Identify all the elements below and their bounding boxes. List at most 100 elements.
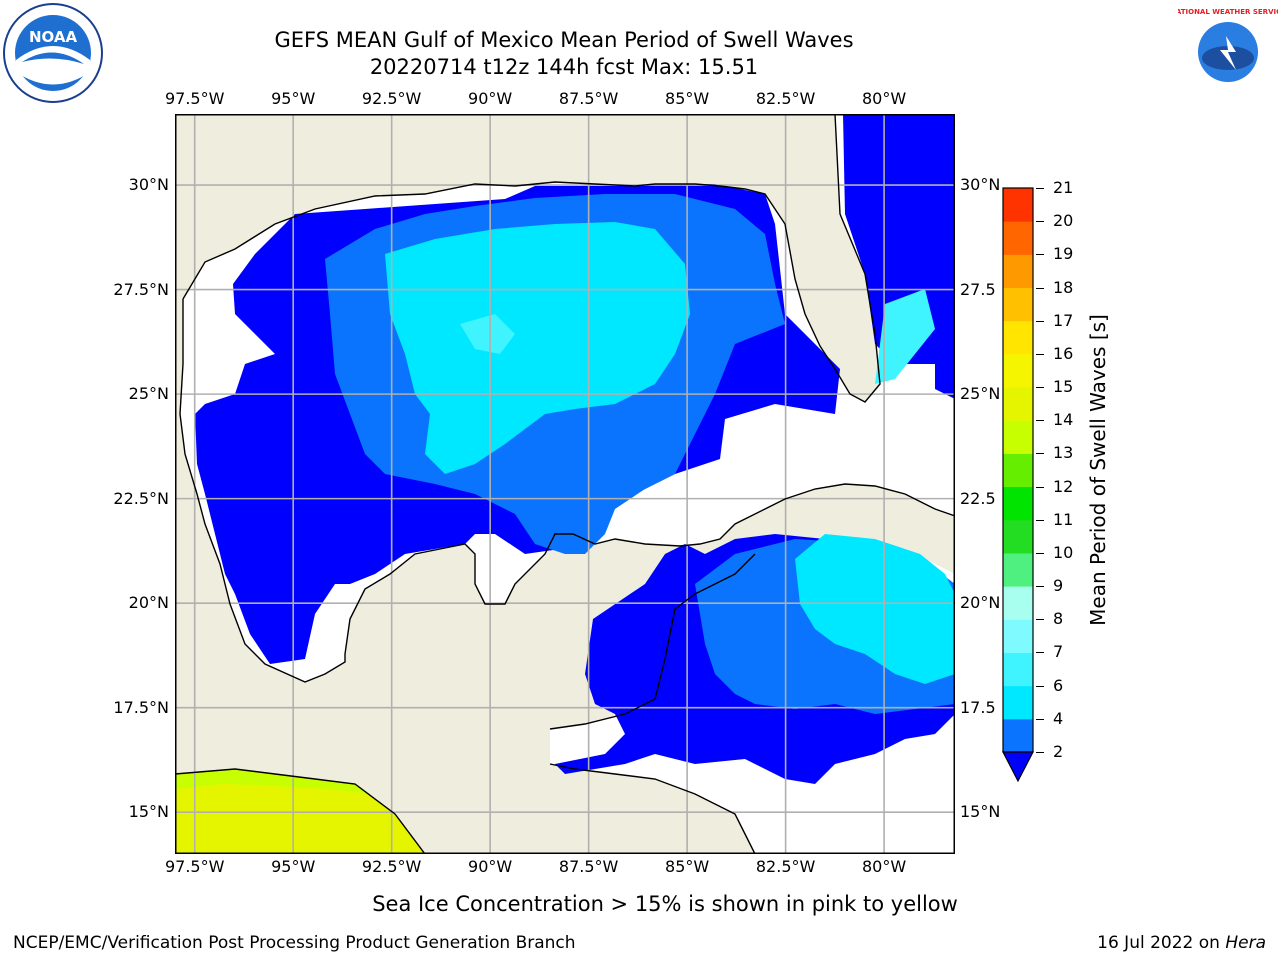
footer-date: 16 Jul 2022 on Hera xyxy=(1097,933,1266,953)
colorbar-tick-label: 16 xyxy=(1053,343,1074,363)
colorbar-tick-mark xyxy=(1036,519,1044,521)
nws-logo-icon: NATIONAL WEATHER SERVICE xyxy=(1178,5,1278,99)
lat-tick-label: 20°N xyxy=(960,593,1001,613)
lat-tick-label: 30°N xyxy=(960,175,1001,195)
noaa-logo-text: NOAA xyxy=(29,28,78,46)
colorbar-band xyxy=(1003,586,1033,620)
colorbar-tick-label: 17 xyxy=(1053,310,1074,330)
colorbar-tick-label: 10 xyxy=(1053,542,1074,562)
lon-tick-label: 85°W xyxy=(665,89,710,108)
colorbar-tick-mark xyxy=(1036,619,1044,621)
lon-tick-label: 92.5°W xyxy=(361,857,422,876)
lon-tick-label: 82.5°W xyxy=(755,89,816,108)
footer-date-text: 16 Jul 2022 on xyxy=(1097,933,1226,953)
colorbar-tick-label: 2 xyxy=(1053,742,1064,761)
lon-tick-label: 95°W xyxy=(271,857,316,876)
colorbar-band xyxy=(1003,221,1033,255)
colorbar-tick-mark xyxy=(1036,420,1044,422)
lat-tick-label: 25°N xyxy=(960,384,1001,404)
colorbar-band xyxy=(1003,619,1033,653)
colorbar-tick-mark xyxy=(1036,188,1044,189)
lat-tick-label: 20°N xyxy=(128,593,169,613)
colorbar-tick-mark xyxy=(1036,752,1044,753)
colorbar-tick-label: 6 xyxy=(1053,675,1064,695)
colorbar-tick-mark xyxy=(1036,685,1044,687)
southwest-high-values-edge xyxy=(175,769,370,794)
colorbar-band xyxy=(1003,552,1033,587)
colorbar-tick-label: 7 xyxy=(1053,642,1064,662)
lon-tick-label: 97.5°W xyxy=(164,89,225,108)
colorbar-tick-mark xyxy=(1036,552,1044,554)
lon-tick-label: 82.5°W xyxy=(755,857,816,876)
colorbar-tick-label: 12 xyxy=(1053,476,1074,496)
lat-tick-label: 25°N xyxy=(128,384,169,404)
colorbar-tick-label: 21 xyxy=(1053,178,1074,197)
colorbar-tick-label: 14 xyxy=(1053,410,1074,430)
sea-ice-caption: Sea Ice Concentration > 15% is shown in … xyxy=(372,892,958,916)
colorbar-tick-mark xyxy=(1036,586,1044,588)
chart-title: GEFS MEAN Gulf of Mexico Mean Period of … xyxy=(274,28,854,52)
lon-tick-label: 90°W xyxy=(468,857,513,876)
colorbar-band xyxy=(1003,519,1033,554)
colorbar xyxy=(1002,187,1034,783)
colorbar-label: Mean Period of Swell Waves [s] xyxy=(1086,314,1110,626)
colorbar-band xyxy=(1003,353,1033,388)
lat-tick-label: 17.5 xyxy=(960,697,996,717)
map-gridlines xyxy=(175,114,955,854)
colorbar-band xyxy=(1003,718,1033,753)
colorbar-tick-label: 11 xyxy=(1053,509,1074,529)
colorbar-band xyxy=(1003,287,1033,322)
map-frame xyxy=(175,114,955,854)
lon-tick-label: 95°W xyxy=(271,89,316,108)
lat-tick-label: 17.5°N xyxy=(113,697,169,717)
colorbar-band xyxy=(1003,387,1033,421)
colorbar-tick-label: 18 xyxy=(1053,277,1074,297)
lat-tick-label: 15°N xyxy=(128,802,169,822)
colorbar-band xyxy=(1003,685,1033,720)
lon-tick-label: 85°W xyxy=(665,857,710,876)
colorbar-band xyxy=(1003,254,1033,289)
lon-tick-label: 80°W xyxy=(861,89,907,108)
colorbar-tick-mark xyxy=(1036,718,1044,720)
colorbar-tick-label: 15 xyxy=(1053,377,1074,397)
colorbar-band xyxy=(1003,453,1033,488)
colorbar-tick-mark xyxy=(1036,254,1044,256)
lon-tick-label: 97.5°W xyxy=(164,857,225,876)
swell-contour-6-7s-caribbean xyxy=(795,534,955,684)
footer-host: Hera xyxy=(1225,933,1266,953)
swell-contour-6-7s xyxy=(385,222,690,474)
colorbar-tick-mark xyxy=(1036,486,1044,488)
swell-contour-7-8s xyxy=(460,314,515,354)
colorbar-tick-label: 19 xyxy=(1053,244,1074,264)
lon-tick-label: 90°W xyxy=(468,89,513,108)
colorbar-tick-label: 8 xyxy=(1053,609,1064,629)
colorbar-tick-label: 13 xyxy=(1053,443,1074,463)
nws-logo-text: NATIONAL WEATHER SERVICE xyxy=(1178,8,1278,16)
lon-tick-label: 87.5°W xyxy=(558,89,619,108)
footer-credit: NCEP/EMC/Verification Post Processing Pr… xyxy=(13,933,576,953)
noaa-logo-icon: NOAA xyxy=(3,3,103,103)
lat-tick-label: 27.5°N xyxy=(113,279,169,299)
chart-subtitle: 20220714 t12z 144h fcst Max: 15.51 xyxy=(369,55,759,79)
colorbar-tick-mark xyxy=(1036,652,1044,654)
colorbar-tick-mark xyxy=(1036,221,1044,223)
swell-contour-east-florida-cyan xyxy=(875,289,935,384)
lat-tick-label: 27.5 xyxy=(960,279,996,299)
colorbar-tick-mark xyxy=(1036,387,1044,389)
map-panel xyxy=(175,114,955,854)
colorbar-band xyxy=(1003,420,1033,454)
colorbar-band xyxy=(1003,320,1033,355)
colorbar-band xyxy=(1003,188,1033,222)
colorbar-band xyxy=(1003,652,1033,687)
colorbar-tick-mark xyxy=(1036,287,1044,289)
lat-tick-label: 22.5°N xyxy=(113,488,169,508)
lon-tick-label: 92.5°W xyxy=(361,89,422,108)
lon-tick-label: 80°W xyxy=(861,857,907,876)
colorbar-frame xyxy=(1002,187,1034,753)
colorbar-band xyxy=(1003,486,1033,521)
colorbar-tick-label: 20 xyxy=(1053,211,1074,231)
coastline xyxy=(175,114,955,854)
colorbar-tick-label: 4 xyxy=(1053,708,1064,728)
colorbar-tick-mark xyxy=(1036,320,1044,322)
lat-tick-label: 30°N xyxy=(128,175,169,195)
